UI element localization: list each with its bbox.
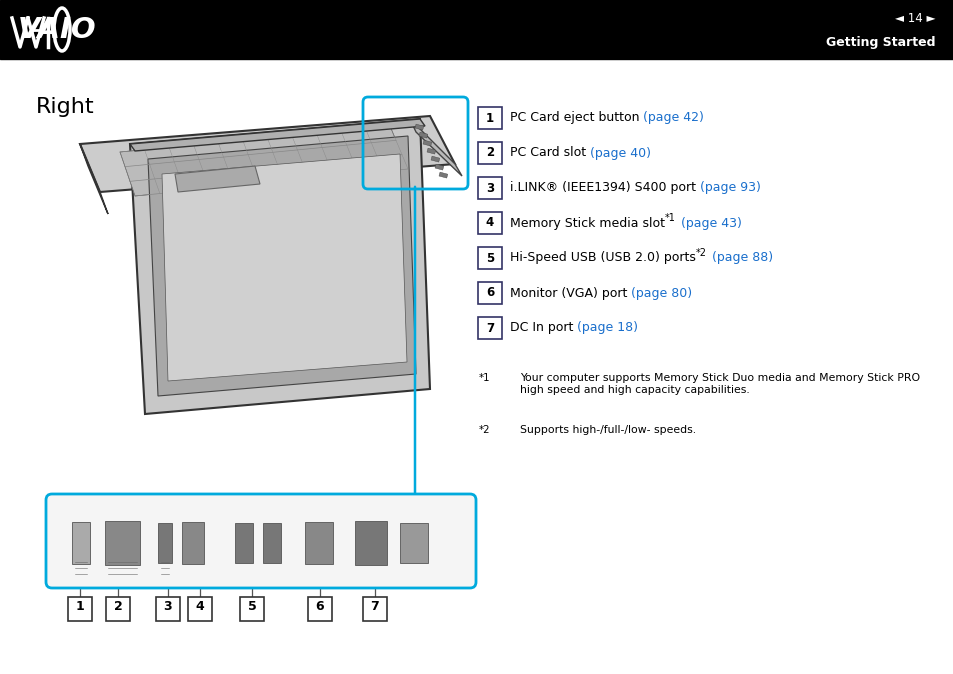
Bar (438, 172, 447, 178)
FancyBboxPatch shape (46, 494, 476, 588)
FancyBboxPatch shape (477, 107, 501, 129)
Text: (page 93): (page 93) (700, 181, 760, 195)
Text: PC Card eject button: PC Card eject button (510, 111, 643, 125)
Text: 2: 2 (485, 146, 494, 160)
Text: Getting Started: Getting Started (825, 36, 935, 49)
FancyBboxPatch shape (477, 142, 501, 164)
Text: 7: 7 (370, 601, 379, 613)
FancyBboxPatch shape (188, 597, 212, 621)
Text: Your computer supports Memory Stick Duo media and Memory Stick PRO
high speed an: Your computer supports Memory Stick Duo … (519, 373, 919, 394)
Text: (page 88): (page 88) (707, 251, 772, 264)
Text: 1: 1 (485, 111, 494, 125)
Polygon shape (174, 166, 260, 192)
Polygon shape (80, 116, 455, 192)
Text: 3: 3 (485, 181, 494, 195)
Text: 4: 4 (485, 216, 494, 230)
Bar (105, 521, 140, 565)
FancyBboxPatch shape (240, 597, 264, 621)
FancyBboxPatch shape (308, 597, 332, 621)
Bar (234, 523, 253, 563)
FancyBboxPatch shape (156, 597, 180, 621)
Text: *1: *1 (478, 373, 490, 383)
Bar (182, 522, 204, 564)
Polygon shape (80, 144, 108, 214)
FancyBboxPatch shape (477, 317, 501, 339)
Bar (422, 140, 432, 146)
Polygon shape (130, 119, 430, 414)
Polygon shape (410, 119, 461, 176)
FancyBboxPatch shape (68, 597, 91, 621)
Bar (435, 164, 443, 170)
FancyBboxPatch shape (106, 597, 130, 621)
Text: 5: 5 (485, 251, 494, 264)
Text: Hi-Speed USB (USB 2.0) ports: Hi-Speed USB (USB 2.0) ports (510, 251, 695, 264)
Bar (431, 156, 439, 162)
Bar (158, 523, 172, 563)
Text: 5: 5 (248, 601, 256, 613)
Text: 2: 2 (113, 601, 122, 613)
Bar (415, 124, 423, 130)
Text: (page 18): (page 18) (577, 321, 638, 334)
FancyBboxPatch shape (477, 282, 501, 304)
FancyBboxPatch shape (363, 597, 387, 621)
Text: *1: *1 (664, 213, 675, 223)
Text: VAIO: VAIO (18, 16, 96, 44)
Text: 1: 1 (75, 601, 84, 613)
Text: 4: 4 (195, 601, 204, 613)
FancyBboxPatch shape (477, 247, 501, 269)
Text: *2: *2 (695, 248, 706, 258)
Polygon shape (130, 119, 424, 151)
Text: i.LINK® (IEEE1394) S400 port: i.LINK® (IEEE1394) S400 port (510, 181, 700, 195)
Polygon shape (120, 126, 408, 196)
Text: (page 40): (page 40) (590, 146, 651, 160)
Bar (418, 132, 427, 138)
Bar (263, 523, 281, 563)
Polygon shape (162, 154, 407, 381)
Text: 7: 7 (485, 321, 494, 334)
Text: (page 43): (page 43) (677, 216, 741, 230)
FancyBboxPatch shape (477, 212, 501, 234)
FancyBboxPatch shape (477, 177, 501, 199)
Text: 6: 6 (485, 286, 494, 299)
Polygon shape (148, 136, 416, 396)
Text: 3: 3 (164, 601, 172, 613)
Bar (399, 523, 428, 563)
Bar (305, 522, 333, 564)
Text: *2: *2 (478, 425, 490, 435)
Text: 6: 6 (315, 601, 324, 613)
Bar (355, 521, 387, 565)
Bar (427, 148, 436, 154)
Text: PC Card slot: PC Card slot (510, 146, 590, 160)
Text: ◄ 14 ►: ◄ 14 ► (895, 12, 935, 26)
Text: Supports high-/full-/low- speeds.: Supports high-/full-/low- speeds. (519, 425, 696, 435)
Bar (71, 522, 90, 564)
Text: (page 42): (page 42) (643, 111, 703, 125)
Text: DC In port: DC In port (510, 321, 577, 334)
Text: Memory Stick media slot: Memory Stick media slot (510, 216, 664, 230)
Text: Right: Right (36, 97, 94, 117)
Text: Monitor (VGA) port: Monitor (VGA) port (510, 286, 631, 299)
Text: (page 80): (page 80) (631, 286, 692, 299)
Bar (0, 0, 953, 59)
